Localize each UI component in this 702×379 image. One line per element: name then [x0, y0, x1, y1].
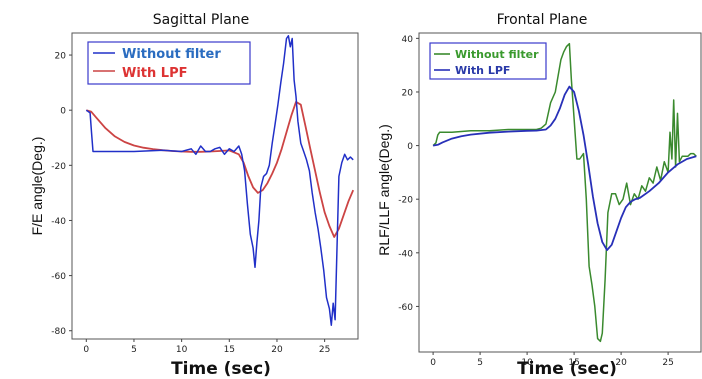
x-tick-label: 25: [319, 345, 330, 355]
y-axis-label: RLF/LLF angle(Deg.): [376, 124, 392, 256]
x-tick-label: 25: [662, 358, 673, 368]
y-axis-label: F/E angle(Deg.): [29, 137, 45, 236]
x-tick-label: 0: [83, 345, 89, 355]
y-tick-label: 0: [407, 142, 413, 152]
legend: Without filter With LPF: [87, 41, 251, 85]
series-lines: [432, 42, 697, 343]
y-tick-label: 0: [60, 107, 66, 117]
y-tick-label: -20: [51, 162, 66, 172]
chart-title: Frontal Plane: [497, 12, 588, 28]
x-ticks: 0 5 10 15 20 25: [83, 339, 330, 355]
y-tick-label: -60: [398, 303, 413, 313]
y-ticks: -80 -60 -40 -20 0 20: [51, 52, 72, 337]
series-lines: [85, 35, 355, 326]
y-tick-label: -40: [398, 249, 413, 259]
y-tick-label: 20: [402, 88, 414, 98]
series-line-without-filter: [432, 42, 697, 343]
chart-title: Sagittal Plane: [153, 12, 250, 28]
legend-label: Without filter: [122, 47, 221, 62]
y-tick-label: -40: [51, 217, 66, 227]
legend: Without filter With LPF: [429, 42, 547, 80]
legend-label: With LPF: [455, 64, 510, 77]
x-tick-label: 5: [131, 345, 137, 355]
y-tick-label: 20: [55, 52, 67, 62]
x-axis-label: Time (sec): [517, 359, 617, 379]
x-tick-label: 15: [224, 345, 235, 355]
sagittal-chart: Sagittal Plane 0 5 10 15 20 25 -80 -60 -40 -20 0 2…: [29, 12, 359, 379]
x-tick-label: 20: [271, 345, 283, 355]
x-tick-label: 15: [568, 358, 579, 368]
legend-label: With LPF: [122, 66, 187, 81]
legend-box: [429, 42, 547, 80]
legend-label: Without filter: [455, 48, 539, 61]
x-tick-label: 10: [176, 345, 188, 355]
x-tick-label: 5: [477, 358, 483, 368]
x-tick-label: 10: [521, 358, 533, 368]
x-axis-label: Time (sec): [171, 359, 271, 379]
legend-box: [87, 41, 251, 85]
series-line-without-filter: [85, 35, 354, 326]
x-tick-label: 20: [615, 358, 627, 368]
series-line-with-lpf: [432, 85, 697, 252]
y-ticks: -60 -40 -20 0 20 40: [398, 35, 419, 313]
y-tick-label: -60: [51, 272, 66, 282]
x-tick-label: 0: [430, 358, 436, 368]
plot-area: [418, 32, 702, 353]
frontal-chart: Frontal Plane 0 5 10 15 20 25 -60-40-2002040 …: [376, 12, 702, 379]
series-line-with-lpf: [86, 101, 355, 238]
y-tick-label: 40: [402, 35, 414, 45]
y-tick-label: -20: [398, 196, 413, 206]
y-tick-label: -80: [51, 327, 66, 337]
x-ticks: 0 5 10 15 20 25: [430, 352, 674, 368]
